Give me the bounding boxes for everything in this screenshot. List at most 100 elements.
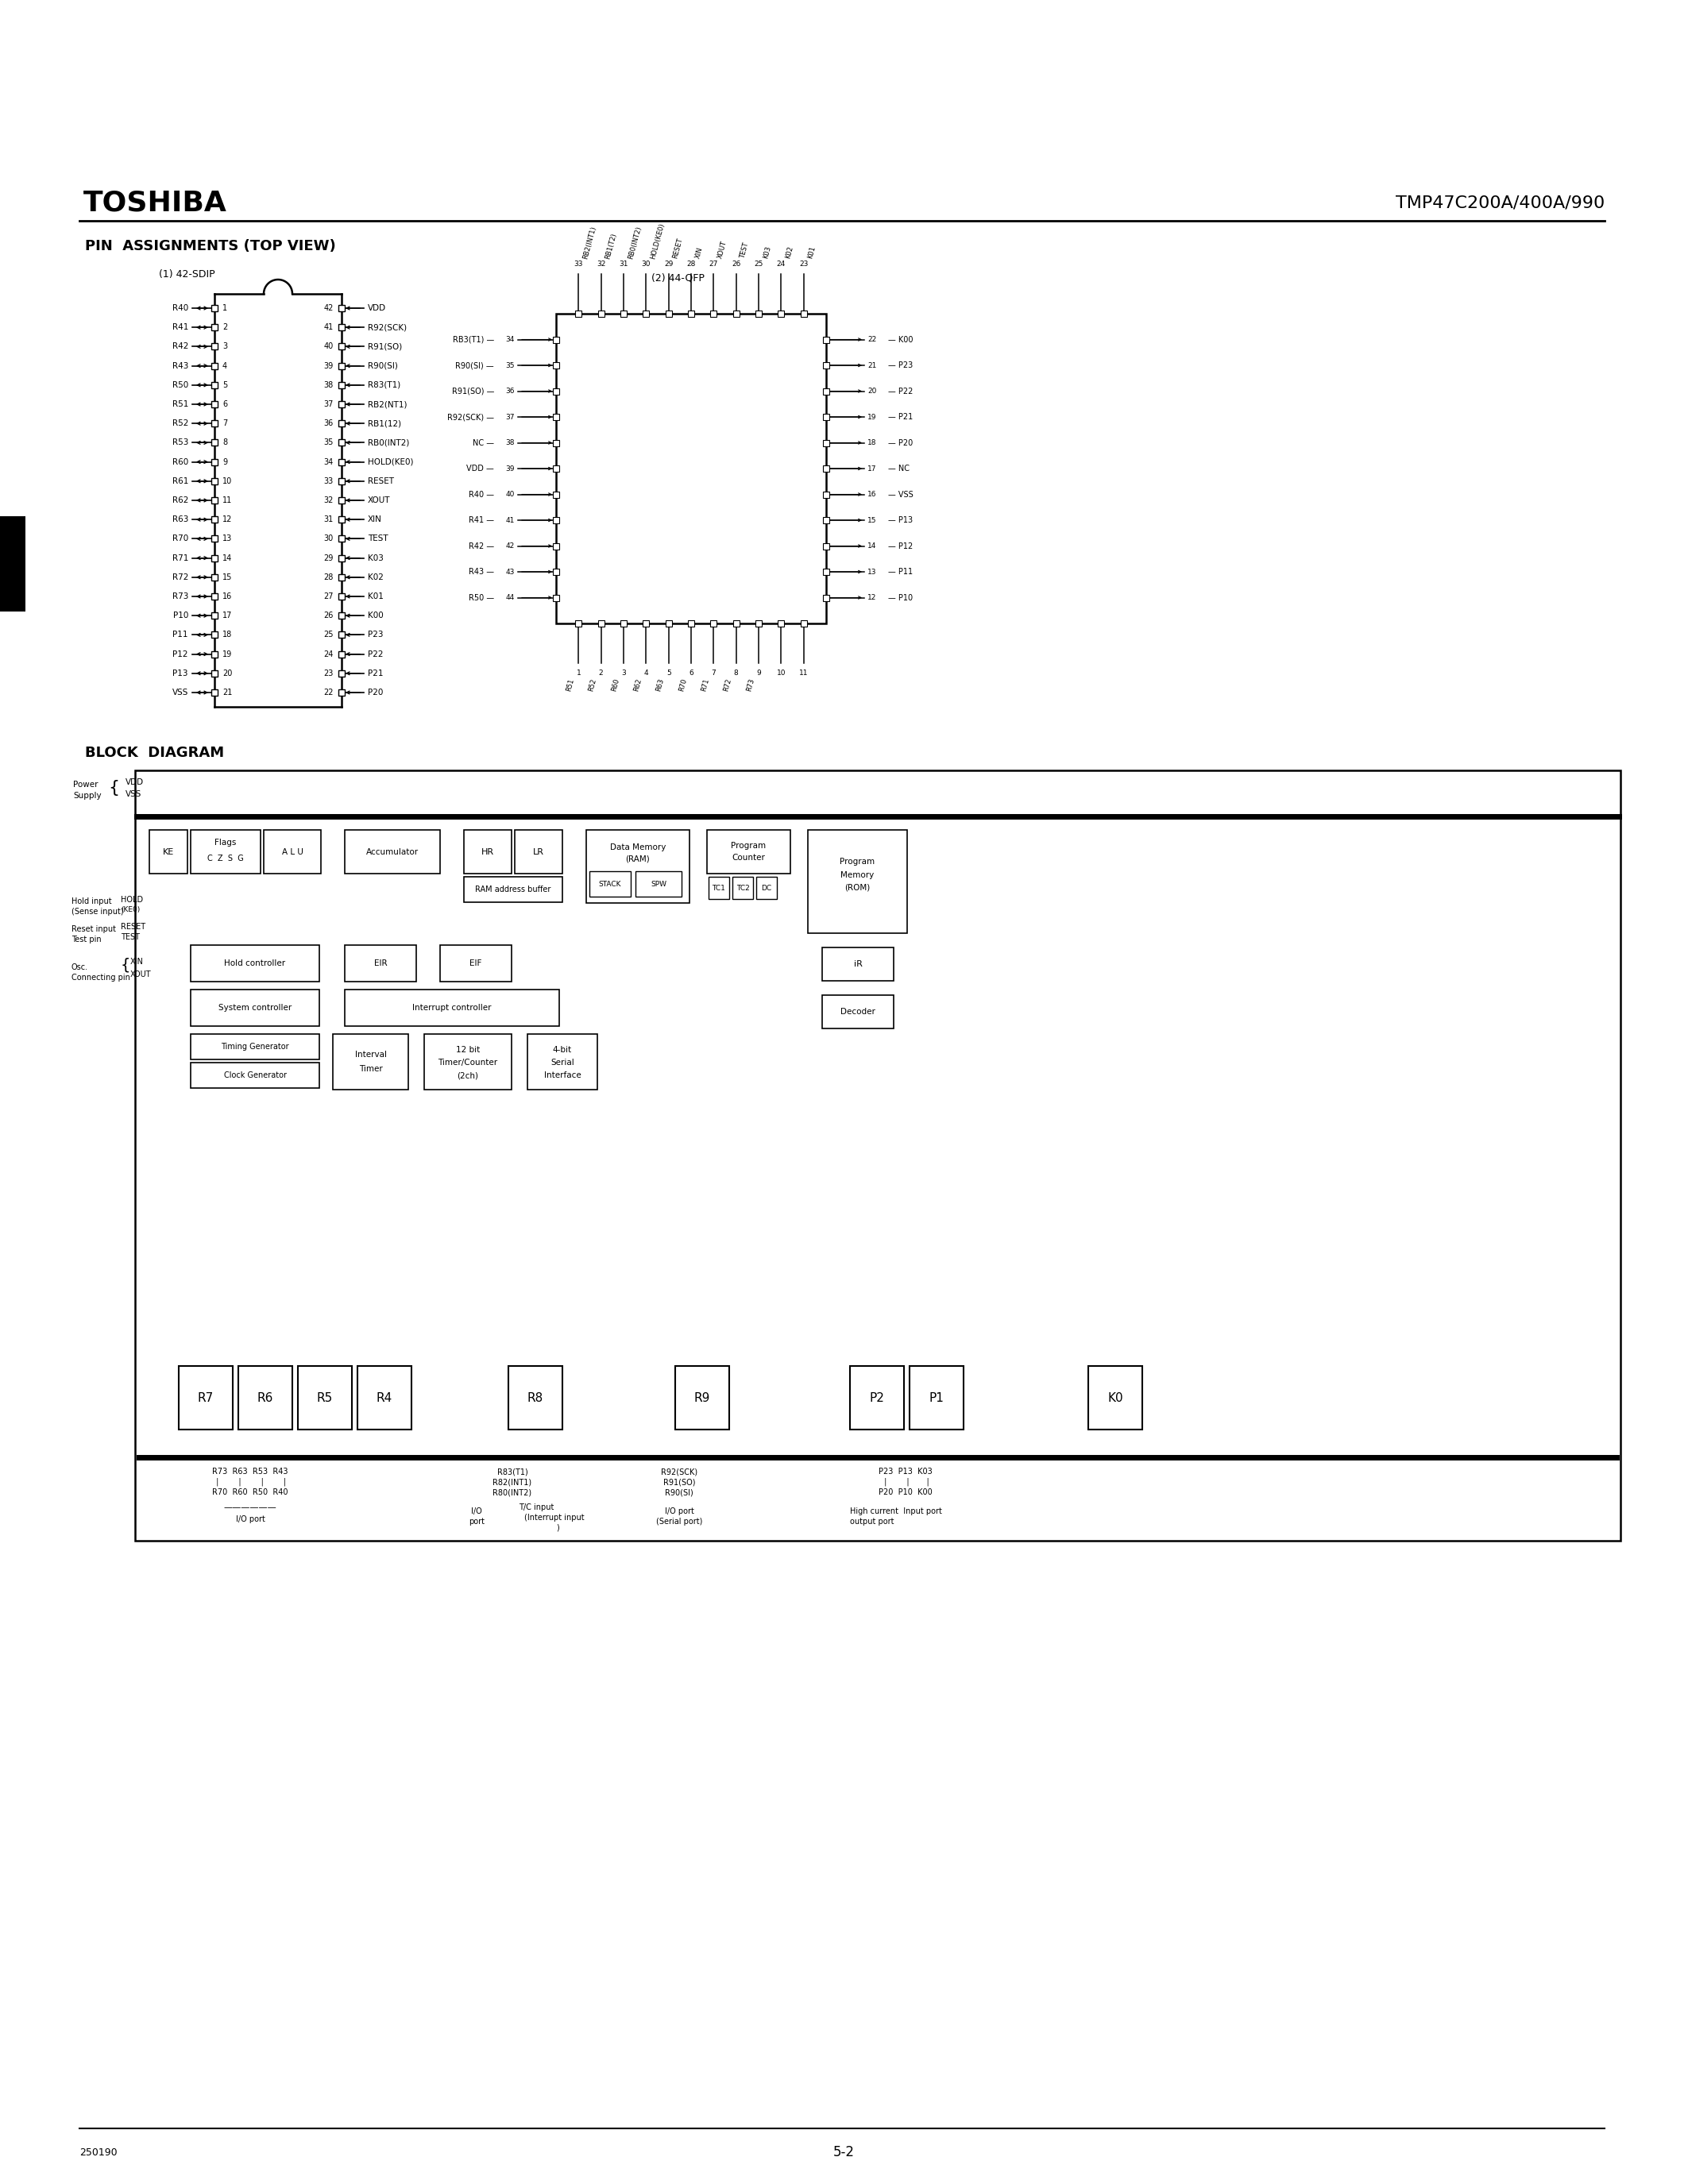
Text: R70: R70 <box>172 535 189 544</box>
Bar <box>338 498 344 505</box>
Text: STACK: STACK <box>599 880 621 887</box>
Bar <box>191 946 319 981</box>
Bar <box>824 594 829 601</box>
Text: R9: R9 <box>694 1391 711 1404</box>
Text: A L U: A L U <box>282 847 304 856</box>
Text: K00: K00 <box>368 612 383 620</box>
Text: (Serial port): (Serial port) <box>657 1518 702 1527</box>
Bar <box>554 491 559 498</box>
Text: R91(SO): R91(SO) <box>368 343 402 352</box>
Text: P11: P11 <box>172 631 189 640</box>
Text: Clock Generator: Clock Generator <box>223 1072 287 1079</box>
Bar <box>338 651 344 657</box>
Text: Test pin: Test pin <box>71 935 101 943</box>
Text: 14: 14 <box>868 542 876 550</box>
Text: 3: 3 <box>223 343 228 352</box>
Text: R61: R61 <box>172 476 189 485</box>
Text: R8: R8 <box>527 1391 544 1404</box>
Bar <box>824 389 829 395</box>
Text: R71: R71 <box>701 677 711 692</box>
Text: R90(SI): R90(SI) <box>368 363 398 369</box>
Text: 36: 36 <box>324 419 334 428</box>
Text: 29: 29 <box>324 555 334 561</box>
Bar <box>338 382 344 389</box>
Text: ——————: —————— <box>225 1503 277 1511</box>
Bar <box>211 612 218 618</box>
Bar <box>191 830 260 874</box>
Text: R92(SCK): R92(SCK) <box>662 1468 697 1476</box>
Text: Program: Program <box>841 858 874 865</box>
Text: HOLD(KE0): HOLD(KE0) <box>368 459 414 465</box>
Bar <box>1089 1365 1143 1431</box>
Bar <box>576 310 582 317</box>
Bar <box>689 620 694 627</box>
Text: KE: KE <box>162 847 174 856</box>
Bar <box>464 830 511 874</box>
Text: R70: R70 <box>677 677 689 692</box>
Bar <box>756 876 776 900</box>
Text: I/O port: I/O port <box>236 1516 265 1522</box>
Bar <box>598 620 604 627</box>
Text: SPW: SPW <box>650 880 667 887</box>
Bar <box>211 323 218 330</box>
Text: R90(SI) —: R90(SI) — <box>456 360 495 369</box>
Bar <box>338 363 344 369</box>
Text: Power: Power <box>73 780 98 788</box>
Text: XOUT: XOUT <box>130 970 152 978</box>
Text: R40 —: R40 — <box>469 491 495 498</box>
Bar <box>711 310 717 317</box>
Text: Memory: Memory <box>841 871 874 880</box>
Text: Interface: Interface <box>544 1072 581 1079</box>
Bar <box>338 670 344 677</box>
Bar <box>824 544 829 548</box>
Text: 24: 24 <box>324 651 334 657</box>
Text: Hold input: Hold input <box>71 898 111 906</box>
Text: Connecting pin: Connecting pin <box>71 974 130 981</box>
Bar <box>733 310 739 317</box>
Text: 40: 40 <box>324 343 334 352</box>
Text: RB0(INT2): RB0(INT2) <box>368 439 410 448</box>
Bar <box>338 515 344 522</box>
Bar <box>338 690 344 697</box>
Bar <box>527 1033 598 1090</box>
Text: TEST: TEST <box>122 933 140 941</box>
Text: P10: P10 <box>172 612 189 620</box>
Bar <box>338 306 344 312</box>
Text: VSS: VSS <box>125 791 142 797</box>
Text: 19: 19 <box>868 413 876 422</box>
Text: Hold controller: Hold controller <box>225 959 285 968</box>
Text: 25: 25 <box>324 631 334 640</box>
Text: |        |        |        |: | | | | <box>214 1479 287 1485</box>
Text: 42: 42 <box>324 304 334 312</box>
Text: P13: P13 <box>172 668 189 677</box>
Text: 42: 42 <box>506 542 515 550</box>
Text: ): ) <box>555 1522 559 1531</box>
Bar <box>824 491 829 498</box>
Text: R50 —: R50 — <box>469 594 495 601</box>
Text: 22: 22 <box>324 688 334 697</box>
Text: 12: 12 <box>868 594 876 601</box>
Text: 36: 36 <box>506 387 515 395</box>
Bar <box>238 1365 292 1431</box>
Bar <box>211 594 218 601</box>
Text: HOLD: HOLD <box>122 895 143 904</box>
Text: 44: 44 <box>506 594 515 601</box>
Text: R92(SCK) —: R92(SCK) — <box>447 413 495 422</box>
Text: P2: P2 <box>869 1391 885 1404</box>
Text: 18: 18 <box>868 439 876 446</box>
Text: VDD: VDD <box>125 778 143 786</box>
Text: Timer: Timer <box>360 1066 383 1072</box>
Text: 26: 26 <box>731 260 741 269</box>
Text: R4: R4 <box>376 1391 393 1404</box>
Bar <box>554 544 559 548</box>
Text: R60: R60 <box>172 459 189 465</box>
Text: Data Memory: Data Memory <box>609 843 665 852</box>
Text: R43 —: R43 — <box>469 568 495 577</box>
Text: K03: K03 <box>761 245 771 260</box>
Text: 8: 8 <box>734 670 738 677</box>
Bar <box>211 402 218 408</box>
Text: Counter: Counter <box>733 854 765 863</box>
Bar <box>576 620 582 627</box>
Text: — P21: — P21 <box>888 413 913 422</box>
Bar <box>554 389 559 395</box>
